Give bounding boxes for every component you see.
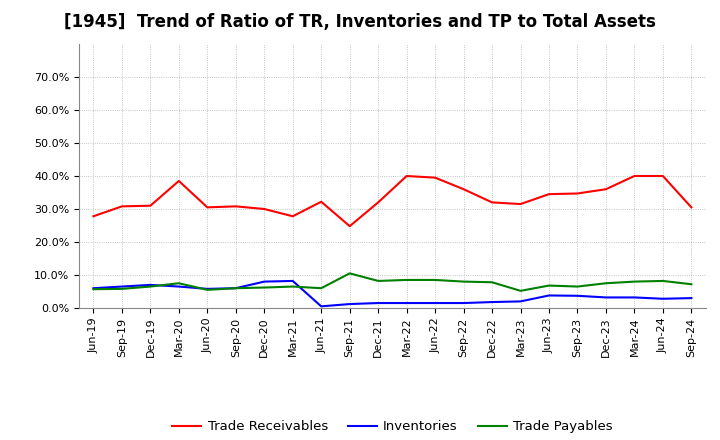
Trade Payables — [317, 286, 325, 291]
Inventories — [203, 286, 212, 291]
Trade Payables — [374, 279, 382, 284]
Trade Payables — [545, 283, 554, 288]
Inventories — [289, 279, 297, 284]
Trade Receivables — [117, 204, 126, 209]
Trade Receivables — [516, 202, 525, 207]
Inventories — [431, 301, 439, 306]
Inventories — [146, 282, 155, 288]
Trade Receivables — [289, 214, 297, 219]
Trade Receivables — [573, 191, 582, 196]
Trade Receivables — [687, 205, 696, 210]
Trade Receivables — [630, 173, 639, 179]
Trade Receivables — [402, 173, 411, 179]
Trade Payables — [487, 280, 496, 285]
Trade Payables — [431, 277, 439, 282]
Trade Payables — [659, 279, 667, 284]
Trade Receivables — [174, 178, 183, 183]
Inventories — [402, 301, 411, 306]
Inventories — [260, 279, 269, 284]
Trade Payables — [203, 287, 212, 293]
Inventories — [374, 301, 382, 306]
Trade Payables — [516, 288, 525, 293]
Trade Payables — [232, 286, 240, 291]
Inventories — [174, 284, 183, 289]
Trade Payables — [146, 284, 155, 289]
Line: Inventories: Inventories — [94, 281, 691, 306]
Trade Payables — [174, 281, 183, 286]
Trade Payables — [260, 285, 269, 290]
Trade Receivables — [317, 199, 325, 204]
Inventories — [346, 301, 354, 307]
Trade Receivables — [146, 203, 155, 209]
Trade Receivables — [487, 200, 496, 205]
Trade Payables — [687, 282, 696, 287]
Trade Payables — [117, 286, 126, 291]
Inventories — [516, 299, 525, 304]
Line: Trade Payables: Trade Payables — [94, 273, 691, 291]
Inventories — [89, 286, 98, 291]
Trade Payables — [459, 279, 468, 284]
Trade Payables — [573, 284, 582, 289]
Trade Payables — [346, 271, 354, 276]
Legend: Trade Receivables, Inventories, Trade Payables: Trade Receivables, Inventories, Trade Pa… — [166, 415, 618, 439]
Inventories — [659, 296, 667, 301]
Text: [1945]  Trend of Ratio of TR, Inventories and TP to Total Assets: [1945] Trend of Ratio of TR, Inventories… — [64, 13, 656, 31]
Inventories — [317, 304, 325, 309]
Trade Receivables — [459, 187, 468, 192]
Inventories — [573, 293, 582, 298]
Trade Receivables — [545, 191, 554, 197]
Line: Trade Receivables: Trade Receivables — [94, 176, 691, 226]
Trade Receivables — [431, 175, 439, 180]
Trade Payables — [602, 281, 611, 286]
Trade Receivables — [203, 205, 212, 210]
Inventories — [687, 296, 696, 301]
Trade Receivables — [260, 206, 269, 212]
Trade Receivables — [374, 200, 382, 205]
Trade Receivables — [89, 214, 98, 219]
Trade Receivables — [659, 173, 667, 179]
Inventories — [487, 299, 496, 304]
Inventories — [602, 295, 611, 300]
Inventories — [459, 301, 468, 306]
Inventories — [630, 295, 639, 300]
Trade Receivables — [602, 187, 611, 192]
Trade Payables — [89, 286, 98, 292]
Inventories — [232, 286, 240, 291]
Trade Receivables — [346, 224, 354, 229]
Inventories — [545, 293, 554, 298]
Inventories — [117, 284, 126, 289]
Trade Receivables — [232, 204, 240, 209]
Trade Payables — [630, 279, 639, 284]
Trade Payables — [289, 284, 297, 289]
Trade Payables — [402, 277, 411, 282]
